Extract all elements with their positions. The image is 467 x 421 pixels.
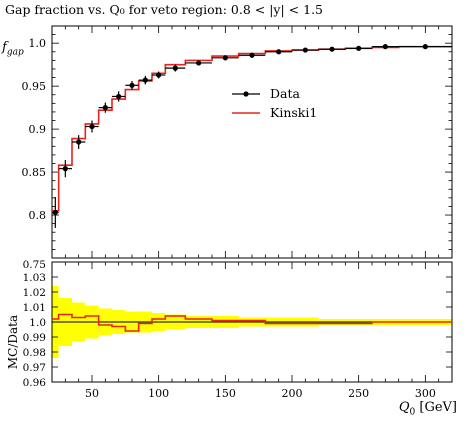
mc-histogram-kinski1 [52,45,452,212]
data-point [129,82,135,88]
y-tick-label-ratio: 0.96 [23,377,47,389]
y-tick-label-ratio: 1.03 [23,272,46,284]
y-tick-label-main: 1.0 [29,37,47,50]
legend-label-data: Data [270,86,300,101]
y-tick-label-ratio: 1.02 [23,287,46,299]
y-axis-label-main: fgap [2,40,24,58]
y-tick-label-ratio-top: 0.75 [23,259,46,271]
x-tick-label: 50 [85,387,99,400]
x-axis-label-q: Q [398,400,410,416]
data-point [89,123,95,130]
chart-title: Gap fraction vs. Q₀ for veto region: 0.8… [5,2,323,17]
y-tick-label-main: 0.95 [22,80,47,93]
x-tick-label: 300 [415,387,436,400]
data-point [276,49,282,55]
y-axis-label-main-base: f [2,40,7,55]
data-point [422,44,428,50]
data-point [156,72,162,78]
y-tick-label-ratio: 0.98 [23,347,46,359]
data-point [172,65,178,71]
y-tick-label-ratio: 0.99 [23,332,46,344]
data-point [222,55,228,61]
y-tick-label-main: 0.8 [29,209,47,222]
data-point [329,46,335,52]
data-point [142,77,148,83]
x-axis-label-sub: 0 [409,408,416,418]
data-point [62,166,68,172]
x-axis-label: Q0 [GeV] [399,400,457,418]
y-tick-label-main: 0.85 [22,166,47,179]
legend-label-kinski1: Kinski1 [270,105,317,120]
legend-marker-data [243,91,249,97]
y-tick-label-ratio: 1.0 [29,317,46,329]
data-point [196,60,202,66]
ratio-histogram-kinski1 [52,313,452,332]
y-tick-label-ratio: 1.01 [23,302,46,314]
x-tick-label: 150 [215,387,236,400]
data-point [302,47,308,53]
data-point [76,139,82,145]
y-tick-label-main: 0.9 [29,123,47,136]
data-point [102,105,108,111]
data-point [382,44,388,50]
x-axis-label-unit: [GeV] [419,400,457,416]
y-tick-label-ratio: 0.97 [23,362,46,374]
x-tick-label: 100 [148,387,169,400]
main-panel-frame [51,25,453,259]
data-point [356,45,362,51]
data-point [116,93,122,100]
y-axis-label-main-sub: gap [6,47,24,58]
data-point [52,209,58,216]
x-tick-label: 250 [348,387,369,400]
data-point [249,52,255,58]
y-axis-label-ratio: MC/Data [6,314,21,370]
x-tick-label: 200 [282,387,303,400]
